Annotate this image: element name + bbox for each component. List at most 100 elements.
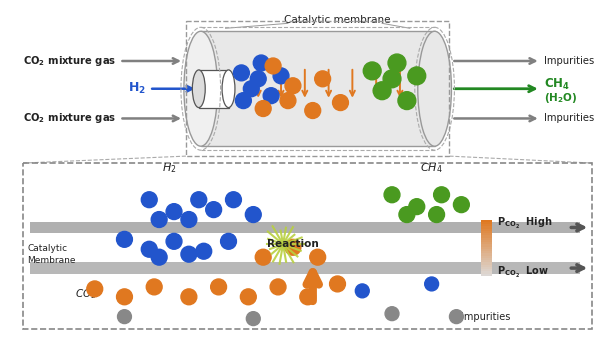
- Polygon shape: [481, 272, 492, 274]
- Circle shape: [364, 62, 381, 80]
- Text: $\mathbf{H_2}$: $\mathbf{H_2}$: [128, 81, 146, 96]
- Circle shape: [191, 192, 207, 208]
- Circle shape: [385, 307, 399, 320]
- Polygon shape: [201, 31, 434, 146]
- Circle shape: [255, 101, 271, 117]
- Polygon shape: [481, 274, 492, 276]
- Circle shape: [408, 67, 426, 85]
- Polygon shape: [481, 247, 492, 249]
- Polygon shape: [481, 228, 492, 231]
- Polygon shape: [481, 269, 492, 272]
- Polygon shape: [481, 231, 492, 233]
- Polygon shape: [30, 221, 580, 234]
- Circle shape: [210, 279, 226, 295]
- Circle shape: [409, 199, 425, 215]
- Circle shape: [285, 239, 301, 255]
- Polygon shape: [481, 240, 492, 242]
- Text: Catalytic
Membrane: Catalytic Membrane: [27, 244, 76, 265]
- Circle shape: [255, 249, 271, 265]
- Polygon shape: [199, 70, 229, 108]
- Polygon shape: [481, 263, 492, 265]
- Circle shape: [300, 289, 316, 305]
- Circle shape: [305, 102, 321, 119]
- Circle shape: [166, 234, 182, 249]
- Circle shape: [166, 204, 182, 219]
- Text: $\mathbf{P_{CO_2}}$  Low: $\mathbf{P_{CO_2}}$ Low: [497, 265, 550, 280]
- Text: $\mathbf{CO_2}$ mixture gas: $\mathbf{CO_2}$ mixture gas: [23, 54, 117, 68]
- Text: $\mathbf{CO_2}$ mixture gas: $\mathbf{CO_2}$ mixture gas: [23, 112, 117, 125]
- Circle shape: [273, 68, 289, 84]
- Circle shape: [285, 78, 301, 94]
- Polygon shape: [481, 253, 492, 256]
- Circle shape: [332, 95, 348, 111]
- Polygon shape: [481, 238, 492, 240]
- Ellipse shape: [184, 31, 218, 146]
- Circle shape: [429, 207, 445, 222]
- Text: $CO_2$: $CO_2$: [75, 287, 96, 301]
- Circle shape: [450, 310, 464, 324]
- Ellipse shape: [222, 70, 235, 108]
- Circle shape: [245, 207, 261, 222]
- Text: Catalytic membrane: Catalytic membrane: [284, 16, 391, 25]
- Circle shape: [151, 212, 167, 227]
- Circle shape: [243, 81, 259, 97]
- Circle shape: [315, 71, 331, 87]
- Polygon shape: [481, 224, 492, 226]
- Circle shape: [234, 65, 249, 81]
- Circle shape: [206, 202, 221, 218]
- Ellipse shape: [192, 70, 205, 108]
- Polygon shape: [481, 219, 492, 222]
- Circle shape: [142, 241, 157, 257]
- Circle shape: [196, 243, 212, 259]
- Text: Impurities: Impurities: [461, 312, 511, 321]
- Polygon shape: [481, 222, 492, 224]
- Polygon shape: [30, 262, 580, 274]
- Circle shape: [235, 93, 251, 109]
- Circle shape: [373, 82, 391, 100]
- Circle shape: [240, 289, 256, 305]
- Text: $\mathbf{P_{CO_2}}$  High: $\mathbf{P_{CO_2}}$ High: [497, 216, 553, 231]
- Circle shape: [329, 276, 345, 292]
- Polygon shape: [481, 226, 492, 228]
- Circle shape: [253, 55, 269, 71]
- Circle shape: [142, 192, 157, 208]
- Circle shape: [388, 54, 406, 72]
- Circle shape: [384, 187, 400, 203]
- Circle shape: [181, 246, 197, 262]
- Circle shape: [265, 58, 281, 74]
- Polygon shape: [481, 242, 492, 244]
- Circle shape: [398, 92, 416, 110]
- Circle shape: [246, 312, 260, 326]
- Polygon shape: [481, 249, 492, 251]
- Circle shape: [425, 277, 439, 291]
- Polygon shape: [481, 267, 492, 269]
- Circle shape: [453, 197, 469, 213]
- Circle shape: [146, 279, 162, 295]
- Polygon shape: [481, 265, 492, 267]
- Polygon shape: [481, 260, 492, 263]
- Circle shape: [226, 192, 242, 208]
- Circle shape: [118, 310, 131, 324]
- Polygon shape: [481, 258, 492, 260]
- Text: $H_2$: $H_2$: [162, 161, 176, 175]
- Polygon shape: [481, 244, 492, 247]
- Text: $\mathbf{( H_2O )}$: $\mathbf{( H_2O )}$: [544, 91, 577, 105]
- Circle shape: [117, 232, 132, 247]
- Circle shape: [270, 279, 286, 295]
- Circle shape: [151, 249, 167, 265]
- Circle shape: [221, 234, 237, 249]
- Text: $\mathbf{CH_4}$: $\mathbf{CH_4}$: [544, 77, 570, 92]
- Circle shape: [263, 88, 279, 103]
- Polygon shape: [481, 256, 492, 258]
- Circle shape: [399, 207, 415, 222]
- Polygon shape: [481, 233, 492, 235]
- Polygon shape: [481, 251, 492, 253]
- Circle shape: [434, 187, 450, 203]
- Circle shape: [181, 289, 197, 305]
- Text: Impurities: Impurities: [544, 56, 594, 66]
- Circle shape: [117, 289, 132, 305]
- Circle shape: [356, 284, 369, 298]
- Circle shape: [383, 70, 401, 88]
- Circle shape: [181, 212, 197, 227]
- Text: $CH_4$: $CH_4$: [420, 161, 443, 175]
